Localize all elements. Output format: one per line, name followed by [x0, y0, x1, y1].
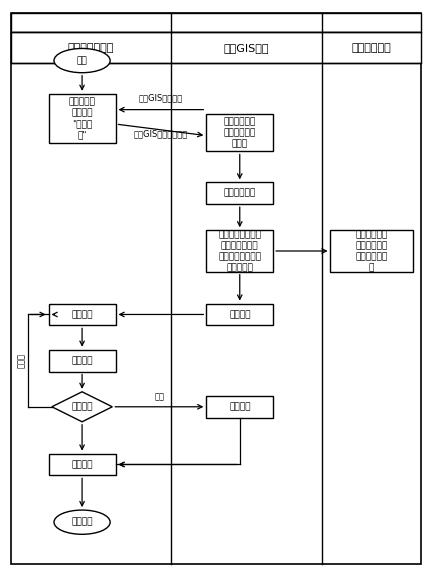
- FancyBboxPatch shape: [11, 32, 421, 63]
- Text: 变更审核: 变更审核: [71, 310, 93, 319]
- Text: 营销管理系统: 营销管理系统: [352, 43, 391, 53]
- Bar: [48, 454, 116, 475]
- Bar: [206, 182, 273, 204]
- Bar: [330, 230, 413, 272]
- Text: 发布黑图: 发布黑图: [229, 402, 251, 411]
- Text: 发布红图: 发布红图: [229, 310, 251, 319]
- Bar: [48, 350, 116, 372]
- Text: 变更发布: 变更发布: [71, 460, 93, 469]
- Text: 营配调管理系统: 营配调管理系统: [67, 43, 114, 53]
- Text: 领导审核: 领导审核: [71, 356, 93, 365]
- Bar: [206, 230, 273, 272]
- Bar: [48, 93, 116, 143]
- FancyBboxPatch shape: [11, 13, 421, 32]
- Text: 调用协同管理系统
提供的编辑、修
改、删除及关联营
销设备功能: 调用协同管理系统 提供的编辑、修 改、删除及关联营 销设备功能: [218, 230, 261, 272]
- Text: 调用GIS服务失败: 调用GIS服务失败: [139, 93, 183, 103]
- Polygon shape: [52, 392, 112, 422]
- Bar: [206, 304, 273, 325]
- Text: 填报工程信
息，启动
"变更流
程": 填报工程信 息，启动 "变更流 程": [69, 97, 95, 140]
- Bar: [48, 304, 116, 325]
- Text: 数据归档: 数据归档: [71, 518, 93, 527]
- Text: 图形台帐修改: 图形台帐修改: [224, 189, 256, 198]
- Text: 调用GIS设备变更服务: 调用GIS设备变更服务: [134, 130, 188, 139]
- Text: 关联营销中压
专网网、低压
设备及用户档
案: 关联营销中压 专网网、低压 设备及用户档 案: [356, 230, 388, 272]
- FancyBboxPatch shape: [11, 13, 421, 564]
- Bar: [206, 114, 273, 151]
- Text: 根据变更单创
建工作（创建
版本）: 根据变更单创 建工作（创建 版本）: [224, 117, 256, 148]
- Text: 开始: 开始: [77, 56, 87, 65]
- Text: 不同意: 不同意: [17, 353, 26, 368]
- Bar: [206, 396, 273, 418]
- Text: 电网GIS平台: 电网GIS平台: [223, 43, 269, 53]
- Text: 审核意见: 审核意见: [71, 402, 93, 411]
- Text: 同意: 同意: [154, 392, 164, 401]
- Ellipse shape: [54, 510, 110, 534]
- Ellipse shape: [54, 48, 110, 73]
